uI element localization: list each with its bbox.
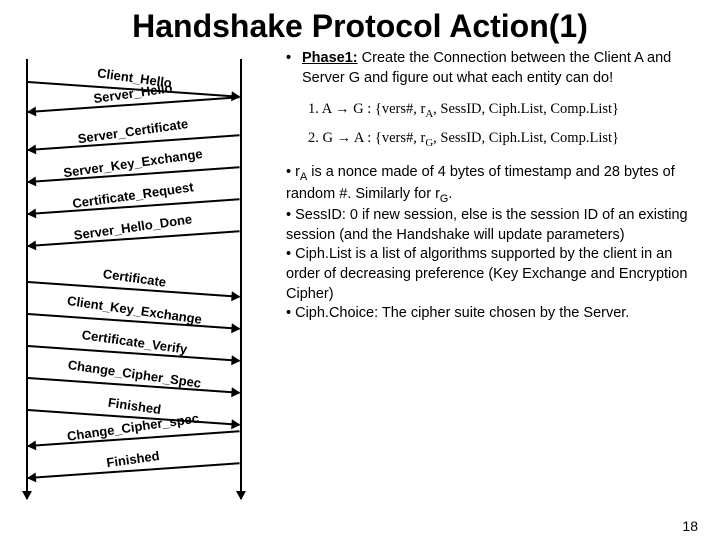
message-arrow: Server_Hello [28, 96, 240, 113]
text-column: • Phase1: Create the Connection between … [280, 49, 720, 519]
page-number: 18 [682, 518, 698, 534]
phase-text: Phase1: Create the Connection between th… [302, 49, 702, 88]
slide-title: Handshake Protocol Action(1) [0, 0, 720, 49]
arrow-tip-icon [27, 472, 37, 483]
message-arrow: Finished [28, 462, 240, 479]
arrow-tip-icon [27, 176, 37, 187]
notes-block: • rA is a nonce made of 4 bytes of times… [286, 163, 702, 324]
math-text: , SessID, Ciph.List, Comp.List} [433, 101, 619, 117]
arrow-tip-icon [231, 291, 241, 302]
message-arrow: Server_Hello_Done [28, 230, 240, 247]
sequence-column: Client_HelloServer_HelloServer_Certifica… [0, 49, 280, 519]
arrow-tip-icon [231, 387, 241, 398]
arrow-tip-icon [27, 208, 37, 219]
note-2: • SessID: 0 if new session, else is the … [286, 206, 702, 245]
arrow-tip-icon [27, 240, 37, 251]
note-text: . [448, 186, 452, 202]
arrow-tip-icon [27, 440, 37, 451]
note-3: • Ciph.List is a list of algorithms supp… [286, 245, 702, 304]
lifeline-arrowhead [236, 491, 246, 500]
math-sub: A [425, 108, 433, 120]
note-text: is a nonce made of 4 bytes of timestamp … [286, 164, 675, 202]
phase-body: Create the Connection between the Client… [302, 50, 671, 86]
arrow-tip-icon [231, 355, 241, 366]
arrow-tip-icon [27, 144, 37, 155]
content-area: Client_HelloServer_HelloServer_Certifica… [0, 49, 720, 519]
bullet: • [286, 49, 302, 69]
math-sub: G [425, 137, 433, 149]
math-text: 1. A → G : {vers#, r [308, 101, 425, 117]
arrow-tip-icon [231, 323, 241, 334]
note-4: • Ciph.Choice: The cipher suite chosen b… [286, 304, 702, 324]
math-text: , SessID, Ciph.List, Comp.List} [433, 130, 619, 146]
note-1: • rA is a nonce made of 4 bytes of times… [286, 163, 702, 206]
math-text: 2. G → A : {vers#, r [308, 130, 425, 146]
math-line-1: 1. A → G : {vers#, rA, SessID, Ciph.List… [308, 96, 702, 125]
arrow-tip-icon [27, 106, 37, 117]
lifeline-arrowhead [22, 491, 32, 500]
lifeline-client [26, 59, 28, 499]
lifeline-server [240, 59, 242, 499]
note-text: • r [286, 164, 300, 180]
math-line-2: 2. G → A : {vers#, rG, SessID, Ciph.List… [308, 125, 702, 154]
sequence-diagram: Client_HelloServer_HelloServer_Certifica… [8, 59, 268, 499]
phase-label: Phase1: [302, 50, 358, 66]
arrow-tip-icon [231, 419, 241, 430]
math-block: 1. A → G : {vers#, rA, SessID, Ciph.List… [308, 96, 702, 153]
phase-block: • Phase1: Create the Connection between … [286, 49, 702, 88]
